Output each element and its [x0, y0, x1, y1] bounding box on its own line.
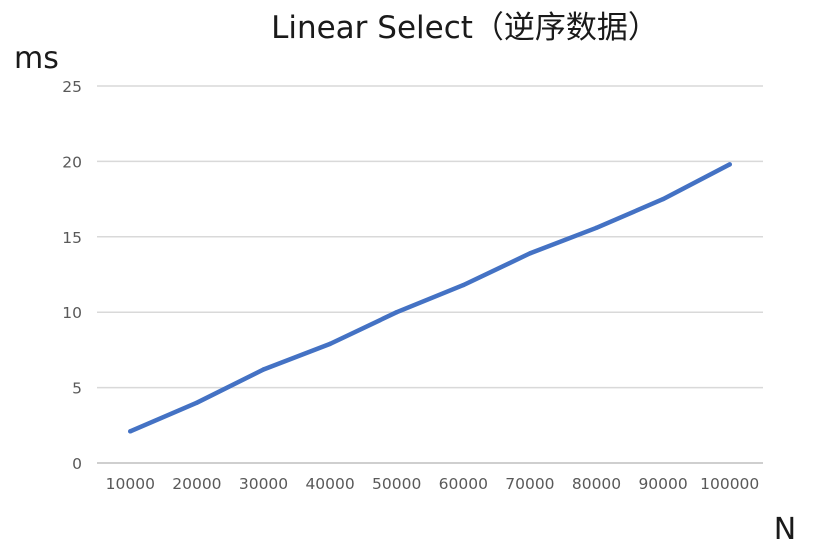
data-point — [527, 251, 533, 256]
x-tick-label: 10000 — [106, 475, 155, 493]
y-tick-label: 10 — [62, 304, 82, 322]
y-tick-label: 25 — [62, 78, 82, 96]
x-tick-label: 40000 — [305, 475, 354, 493]
data-point — [594, 225, 599, 230]
series-line — [128, 162, 732, 434]
y-axis-label: ms — [14, 41, 59, 76]
x-tick-label: 80000 — [572, 475, 621, 493]
data-point — [660, 196, 666, 202]
x-tick-label: 30000 — [239, 475, 288, 493]
data-point — [461, 282, 466, 288]
x-tick-label: 50000 — [372, 475, 421, 493]
y-tick-label: 20 — [62, 153, 82, 171]
data-point — [128, 429, 133, 434]
x-tick-label: 100000 — [700, 475, 759, 493]
x-tick-label: 70000 — [505, 475, 554, 493]
data-point — [327, 341, 333, 347]
data-point — [727, 162, 732, 167]
x-tick-labels: 10000 20000 30000 40000 50000 60000 70000 80000… — [106, 475, 760, 493]
data-point — [394, 310, 399, 315]
x-tick-label: 20000 — [172, 475, 221, 493]
y-tick-label: 5 — [72, 380, 82, 398]
series-lines — [128, 162, 732, 434]
chart-title: Linear Select（逆序数据） — [271, 10, 659, 46]
gridlines — [97, 85, 763, 464]
y-tick-labels: 0 5 10 15 20 25 — [62, 78, 82, 473]
data-point — [261, 367, 266, 372]
data-point — [194, 400, 200, 405]
x-axis-label: N — [774, 512, 796, 547]
y-tick-label: 15 — [62, 229, 82, 247]
y-tick-label: 0 — [72, 455, 82, 473]
x-tick-label: 90000 — [638, 475, 687, 493]
x-tick-label: 60000 — [439, 475, 488, 493]
